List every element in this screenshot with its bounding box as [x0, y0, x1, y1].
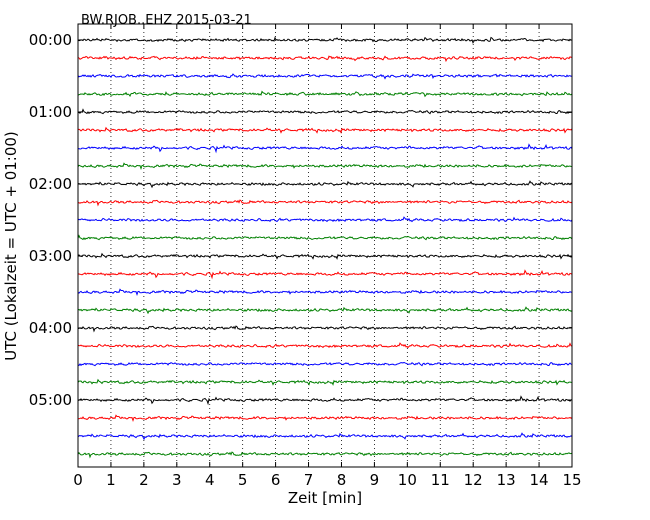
trace-0245 — [77, 234, 573, 241]
x-tick-label: 15 — [562, 471, 581, 489]
trace-0015 — [77, 55, 573, 63]
trace-0500 — [77, 395, 573, 406]
trace-0115 — [77, 126, 573, 134]
trace-0200 — [77, 180, 573, 189]
x-tick-label: 7 — [304, 471, 314, 489]
trace-0145 — [77, 162, 573, 171]
y-tick-label: 01:00 — [29, 103, 72, 121]
trace-0430 — [77, 361, 573, 367]
chart-title: BW.RJOB..EHZ 2015-03-21 — [81, 13, 252, 28]
trace-0515 — [77, 414, 573, 423]
trace-0100 — [77, 108, 573, 115]
x-tick-label: 1 — [106, 471, 116, 489]
trace-0045 — [77, 90, 573, 98]
x-axis-label: Zeit [min] — [288, 489, 362, 507]
trace-0530 — [77, 432, 573, 441]
y-axis-ticks: 00:00 01:00 02:00 03:00 04:00 05:00 — [29, 31, 572, 409]
x-tick-label: 2 — [139, 471, 149, 489]
x-tick-label: 9 — [370, 471, 380, 489]
x-axis-ticks: 0 1 2 3 4 5 6 7 8 9 10 11 12 13 14 15 — [73, 24, 582, 489]
y-tick-label: 04:00 — [29, 319, 72, 337]
x-tick-label: 11 — [431, 471, 450, 489]
trace-0130 — [77, 143, 573, 154]
y-tick-label: 03:00 — [29, 247, 72, 265]
y-tick-label: 05:00 — [29, 391, 72, 409]
trace-0230 — [77, 216, 573, 223]
trace-0330 — [77, 288, 573, 297]
trace-0415 — [77, 342, 573, 349]
x-tick-label: 10 — [398, 471, 417, 489]
y-tick-label: 02:00 — [29, 175, 72, 193]
trace-0315 — [77, 269, 573, 280]
trace-0300 — [77, 252, 573, 260]
y-axis-label: UTC (Lokalzeit = UTC + 01:00) — [2, 131, 20, 361]
x-tick-label: 13 — [497, 471, 516, 489]
x-tick-label: 12 — [464, 471, 483, 489]
trace-0545 — [77, 451, 573, 459]
x-tick-label: 4 — [205, 471, 215, 489]
trace-0445 — [77, 378, 573, 386]
x-tick-label: 3 — [172, 471, 182, 489]
x-tick-label: 14 — [530, 471, 549, 489]
x-tick-label: 8 — [337, 471, 347, 489]
trace-0345 — [77, 306, 573, 315]
trace-0030 — [77, 73, 573, 80]
trace-0215 — [77, 199, 573, 207]
trace-0400 — [77, 325, 573, 333]
seismic-traces — [77, 36, 573, 459]
y-tick-label: 00:00 — [29, 31, 72, 49]
trace-0000 — [77, 36, 573, 44]
x-tick-label: 0 — [73, 471, 83, 489]
x-tick-label: 6 — [271, 471, 281, 489]
plot-frame — [77, 23, 573, 468]
x-tick-label: 5 — [238, 471, 248, 489]
